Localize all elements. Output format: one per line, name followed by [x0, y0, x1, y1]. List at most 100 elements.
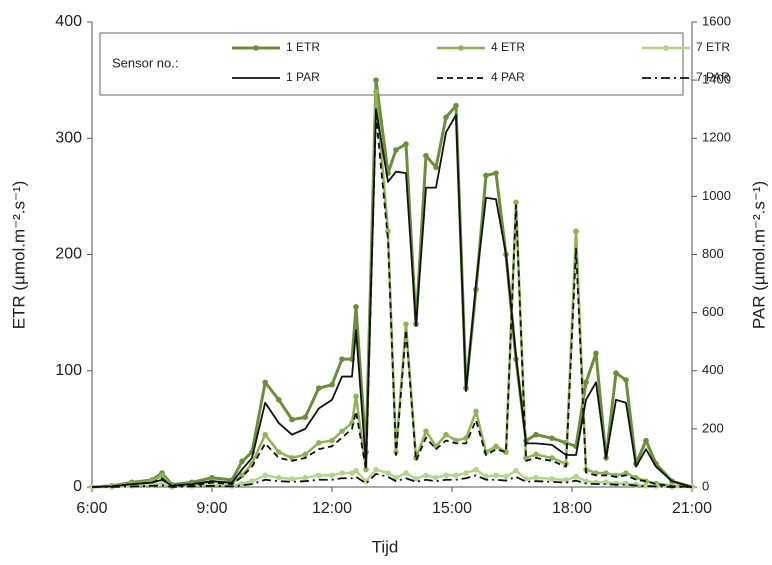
- point: [262, 472, 269, 479]
- point: [339, 356, 345, 362]
- point: [549, 435, 555, 441]
- point: [262, 379, 269, 386]
- point: [289, 476, 295, 482]
- point: [276, 474, 282, 481]
- legend-label: 1 PAR: [286, 70, 320, 84]
- point: [276, 449, 282, 455]
- point: [413, 476, 419, 482]
- point: [503, 449, 509, 455]
- point: [353, 393, 359, 400]
- point: [473, 466, 479, 473]
- legend-label: 4 PAR: [491, 70, 525, 84]
- x-tick-label: 15:00: [432, 500, 472, 517]
- point: [443, 472, 449, 479]
- point: [523, 455, 529, 461]
- legend-marker: [253, 45, 259, 51]
- point: [573, 473, 579, 480]
- point: [373, 466, 379, 473]
- point: [262, 431, 269, 438]
- point: [563, 477, 569, 483]
- y2-axis-label: PAR (µmol.m⁻².s⁻¹): [749, 181, 768, 329]
- point: [329, 472, 335, 479]
- point: [393, 147, 399, 153]
- point: [302, 474, 309, 481]
- series-line: [92, 473, 692, 488]
- y-tick-label: 100: [55, 362, 82, 379]
- point: [493, 443, 499, 450]
- y2-tick-label: 800: [702, 246, 724, 261]
- point: [503, 473, 509, 480]
- point: [339, 428, 345, 435]
- point: [483, 473, 489, 480]
- point: [302, 414, 309, 421]
- point: [316, 385, 322, 391]
- legend-title: Sensor no.:: [112, 55, 179, 70]
- point: [549, 455, 555, 461]
- x-tick-label: 12:00: [312, 500, 352, 517]
- point: [316, 440, 322, 446]
- legend-label: 7 ETR: [696, 40, 730, 54]
- point: [623, 377, 629, 383]
- y2-tick-label: 0: [702, 478, 709, 493]
- y-tick-label: 0: [73, 478, 82, 495]
- point: [533, 451, 539, 458]
- point: [393, 474, 399, 481]
- point: [433, 164, 439, 171]
- x-tick-label: 21:00: [672, 500, 712, 517]
- point: [643, 437, 649, 444]
- point: [249, 478, 255, 484]
- x-tick-label: 9:00: [196, 500, 227, 517]
- series-line: [91, 114, 693, 488]
- point: [643, 478, 649, 484]
- point: [363, 466, 369, 473]
- point: [329, 381, 335, 388]
- y2-tick-label: 1200: [702, 130, 731, 145]
- point: [473, 408, 479, 415]
- point: [533, 474, 539, 481]
- point: [483, 172, 489, 179]
- point: [403, 470, 409, 476]
- point: [493, 170, 499, 176]
- point: [373, 77, 379, 83]
- point: [453, 102, 459, 109]
- point: [583, 478, 589, 484]
- point: [403, 321, 409, 328]
- point: [276, 397, 282, 403]
- point: [613, 370, 619, 376]
- point: [513, 199, 519, 205]
- point: [289, 416, 295, 423]
- legend-marker: [663, 45, 669, 51]
- y-axis-label: ETR (µmol.m⁻².s⁻¹): [9, 181, 28, 330]
- y-tick-label: 400: [55, 13, 82, 30]
- legend: 1 ETR 4 ETR 7 ETR 1 PAR 4 PAR 7 PAR: [232, 40, 730, 84]
- point: [353, 304, 359, 310]
- point: [373, 88, 379, 95]
- point: [403, 141, 409, 147]
- point: [493, 472, 499, 479]
- series-group: [91, 114, 693, 488]
- point: [316, 472, 322, 479]
- point: [339, 470, 345, 476]
- y2-tick-label: 1600: [702, 13, 731, 28]
- point: [463, 435, 469, 441]
- y2-tick-label: 200: [702, 420, 724, 435]
- y2-tick-label: 1000: [702, 188, 731, 203]
- legend-marker: [458, 45, 464, 51]
- point: [423, 472, 429, 479]
- legend-box: [99, 32, 684, 96]
- series-group: [92, 473, 692, 488]
- y-tick-label: 300: [55, 129, 82, 146]
- point: [453, 472, 459, 479]
- point: [463, 470, 469, 476]
- point: [353, 467, 359, 474]
- point: [423, 428, 429, 435]
- point: [433, 474, 439, 481]
- point: [583, 379, 589, 386]
- legend-label: 1 ETR: [286, 40, 320, 54]
- x-tick-label: 6:00: [76, 500, 107, 517]
- point: [549, 476, 555, 482]
- point: [159, 472, 165, 479]
- point: [573, 228, 579, 235]
- point: [423, 152, 429, 159]
- point: [533, 431, 539, 438]
